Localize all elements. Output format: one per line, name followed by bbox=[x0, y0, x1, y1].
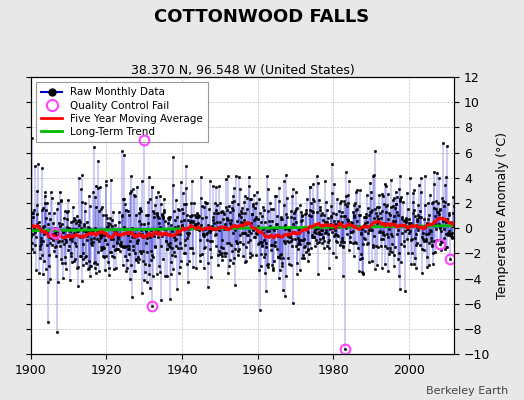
Legend: Raw Monthly Data, Quality Control Fail, Five Year Moving Average, Long-Term Tren: Raw Monthly Data, Quality Control Fail, … bbox=[36, 82, 209, 142]
Text: Berkeley Earth: Berkeley Earth bbox=[426, 386, 508, 396]
Y-axis label: Temperature Anomaly (°C): Temperature Anomaly (°C) bbox=[496, 132, 509, 299]
Title: 38.370 N, 96.548 W (United States): 38.370 N, 96.548 W (United States) bbox=[130, 64, 355, 77]
Text: COTTONWOOD FALLS: COTTONWOOD FALLS bbox=[155, 8, 369, 26]
